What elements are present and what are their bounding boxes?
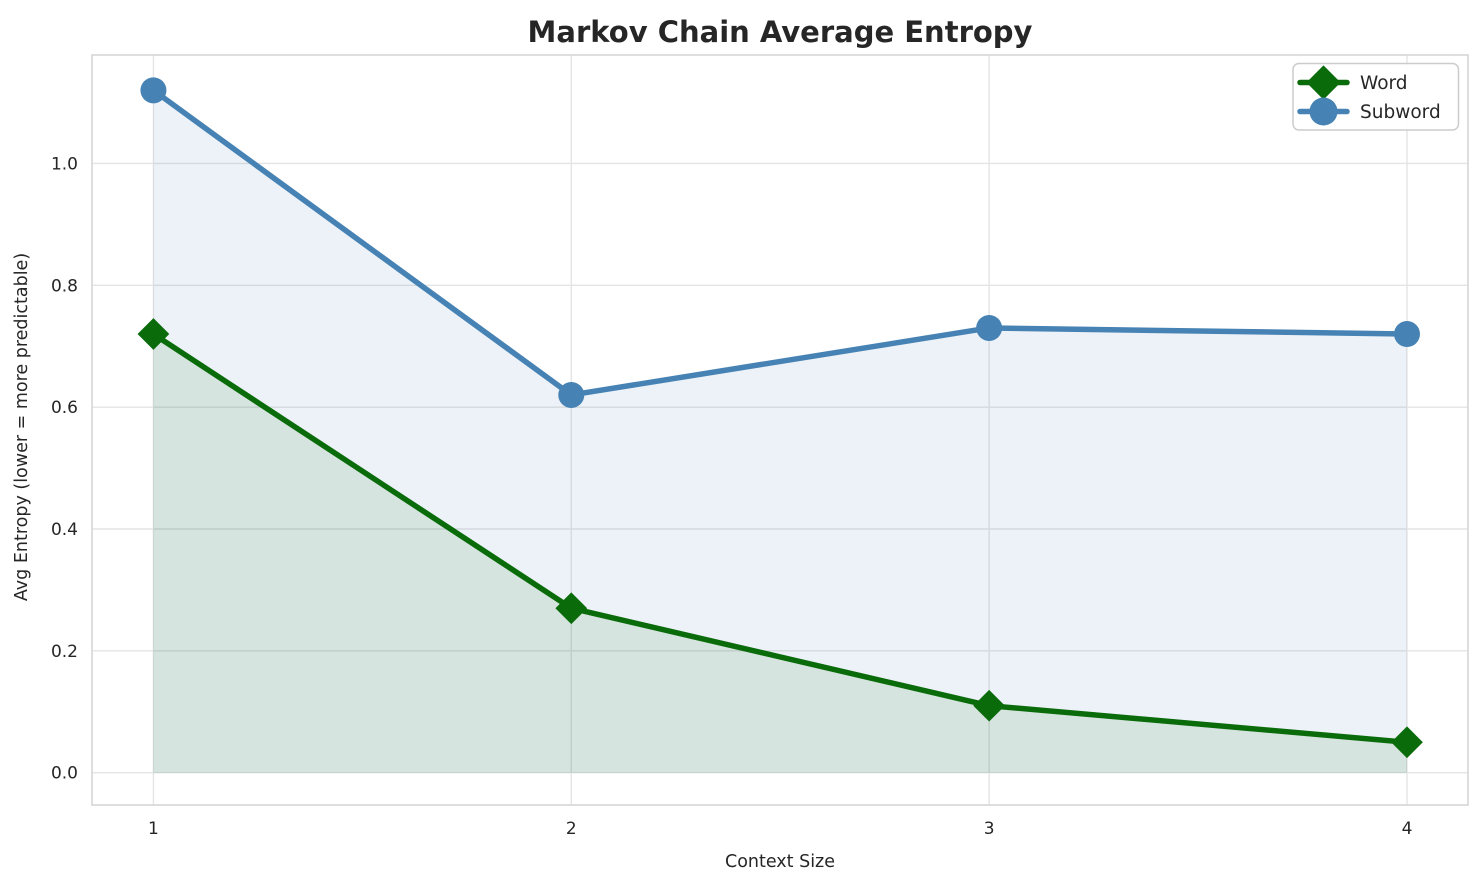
series-layer bbox=[137, 77, 1423, 759]
x-tick-label: 4 bbox=[1402, 819, 1413, 839]
marker-subword bbox=[140, 77, 167, 104]
y-tick-label: 0.8 bbox=[51, 276, 78, 296]
x-axis-label: Context Size bbox=[725, 852, 835, 872]
marker-subword bbox=[1393, 321, 1420, 348]
tick-layer: 0.0 0.2 0.4 0.6 0.8 1.0 1 2 3 4 bbox=[51, 154, 1412, 839]
marker-word bbox=[1391, 726, 1423, 759]
legend-label: Subword bbox=[1360, 102, 1441, 123]
fill-layer bbox=[153, 90, 1407, 773]
line-subword bbox=[150, 87, 1410, 398]
grid-layer bbox=[92, 55, 1468, 805]
plot-border bbox=[91, 54, 1469, 806]
y-tick-label: 0.6 bbox=[51, 398, 78, 418]
chart-title: Markov Chain Average Entropy bbox=[528, 15, 1033, 49]
legend-label: Word bbox=[1360, 73, 1408, 94]
legend: Word Subword bbox=[1292, 62, 1460, 131]
y-tick-label: 0.0 bbox=[51, 764, 78, 784]
spine-layer bbox=[91, 54, 1469, 806]
y-axis-label: Avg Entropy (lower = more predictable) bbox=[12, 253, 32, 601]
x-tick-label: 3 bbox=[984, 819, 995, 839]
marker-word bbox=[973, 689, 1005, 722]
marker-subword bbox=[558, 381, 585, 408]
area-fill-word bbox=[153, 334, 1407, 773]
x-tick-label: 1 bbox=[148, 819, 159, 839]
marker-word bbox=[137, 318, 170, 350]
y-tick-label: 0.2 bbox=[51, 642, 78, 662]
legend-marker-subword bbox=[1309, 97, 1338, 126]
marker-word bbox=[555, 592, 588, 625]
y-tick-label: 0.4 bbox=[51, 520, 78, 540]
x-tick-label: 2 bbox=[566, 819, 577, 839]
line-word bbox=[150, 331, 1410, 745]
y-tick-label: 1.0 bbox=[51, 154, 78, 174]
area-fill-subword bbox=[153, 90, 1407, 773]
marker-subword bbox=[976, 314, 1003, 341]
legend-marker-word bbox=[1306, 65, 1341, 100]
